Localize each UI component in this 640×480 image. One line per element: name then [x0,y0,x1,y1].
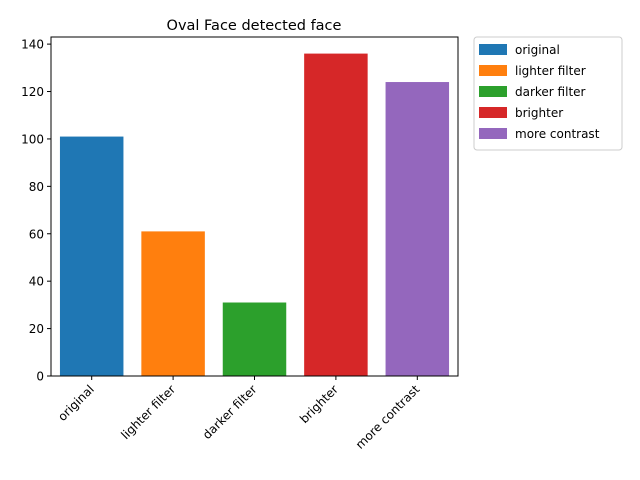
legend-swatch [479,107,507,118]
y-axis-ticks: 0 20 40 60 80 100 120 140 [21,38,51,384]
y-tick-label: 40 [29,275,44,289]
x-tick-label: original [55,382,97,424]
y-tick-label: 80 [29,180,44,194]
legend-label: original [515,43,560,57]
legend-label: lighter filter [515,64,586,78]
x-tick-label: lighter filter [118,382,178,442]
legend-label: darker filter [515,85,586,99]
x-axis-ticks: original lighter filter darker filter brigh… [55,376,423,452]
bars-group [59,53,450,376]
legend-swatch [479,44,507,55]
legend-label: more contrast [515,127,600,141]
bar-brighter [304,53,368,376]
legend-frame [473,36,623,151]
legend: original lighter filter darker filter brigh… [473,36,623,151]
legend-swatch [479,86,507,97]
y-tick-label: 120 [21,85,44,99]
bar-more-contrast [385,82,450,376]
y-tick-label: 60 [29,227,44,241]
legend-swatch [479,65,507,76]
x-tick-label: brighter [297,382,341,426]
bar-original [59,136,124,376]
y-tick-label: 100 [21,132,44,146]
bar-lighter-filter [141,231,205,376]
y-tick-label: 20 [29,322,44,336]
y-tick-label: 140 [21,38,44,52]
bar-darker-filter [222,302,287,376]
x-tick-label: more contrast [353,382,423,452]
chart-title: Oval Face detected face [167,18,342,34]
y-tick-label: 0 [36,370,44,384]
x-tick-label: darker filter [200,382,260,442]
legend-label: brighter [515,106,563,120]
legend-swatch [479,128,507,139]
